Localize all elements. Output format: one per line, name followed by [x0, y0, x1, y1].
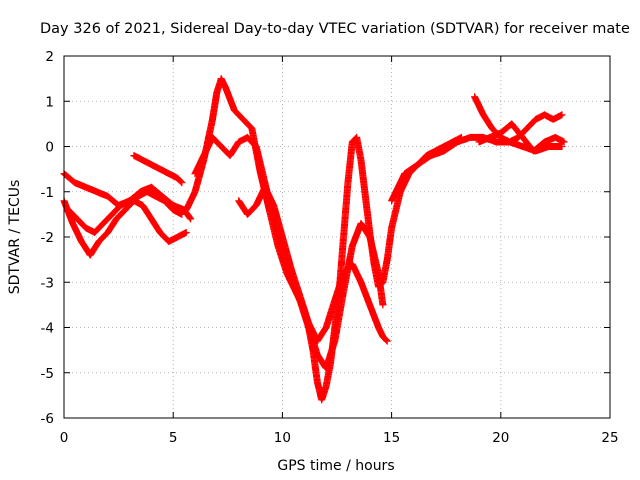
y-tick-label: -1 [41, 185, 54, 201]
y-tick-label: 2 [45, 49, 54, 65]
x-tick-label: 10 [274, 430, 291, 446]
y-tick-label: -4 [41, 321, 54, 337]
series-track-5 [182, 75, 465, 404]
x-tick-label: 25 [601, 430, 618, 446]
y-tick-label: -6 [41, 411, 54, 427]
series-track-8 [388, 133, 566, 205]
y-tick-label: 1 [45, 94, 54, 110]
data-point-markers [475, 120, 568, 155]
data-point-markers [388, 133, 566, 205]
y-tick-label: -5 [41, 366, 54, 382]
data-point-markers [130, 152, 186, 187]
axis-ticks: 0 5 10 15 20 25 -6 -5 -4 -3 -2 -1 0 1 2 [41, 49, 619, 446]
series-track-4 [130, 152, 186, 187]
series-track-3 [64, 188, 186, 236]
y-axis-label: SDTVAR / TECUs [7, 180, 23, 295]
x-tick-label: 5 [169, 430, 178, 446]
x-tick-label: 0 [60, 430, 69, 446]
grid-lines [64, 56, 610, 418]
chart-title: Day 326 of 2021, Sidereal Day-to-day VTE… [40, 21, 630, 37]
data-point-markers [235, 183, 391, 345]
x-axis-label: GPS time / hours [277, 458, 394, 474]
data-marks [60, 75, 568, 404]
y-tick-label: -3 [41, 275, 54, 291]
x-tick-label: 20 [492, 430, 509, 446]
y-tick-label: 0 [45, 140, 54, 156]
series-track-7 [235, 183, 391, 345]
data-point-markers [182, 75, 465, 404]
data-point-markers [64, 188, 186, 236]
x-tick-label: 15 [383, 430, 400, 446]
y-tick-label: -2 [41, 230, 54, 246]
series-track-10 [475, 120, 568, 155]
